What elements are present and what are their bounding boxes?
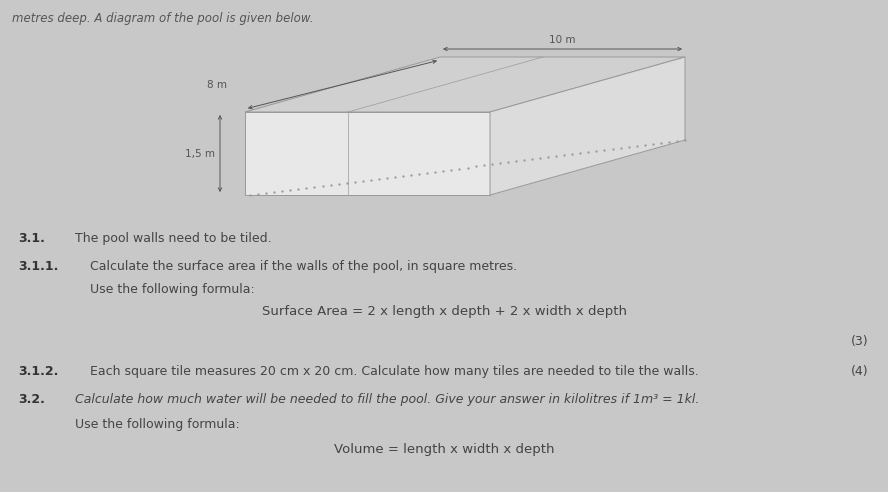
- Polygon shape: [245, 112, 490, 195]
- Text: (3): (3): [851, 335, 868, 348]
- Text: (4): (4): [851, 365, 868, 378]
- Text: 10 m: 10 m: [550, 35, 575, 45]
- Polygon shape: [490, 57, 685, 195]
- Text: 3.1.: 3.1.: [18, 232, 45, 245]
- Text: 3.1.2.: 3.1.2.: [18, 365, 59, 378]
- Text: metres deep. A diagram of the pool is given below.: metres deep. A diagram of the pool is gi…: [12, 12, 313, 25]
- Polygon shape: [245, 57, 685, 112]
- Text: 3.1.1.: 3.1.1.: [18, 260, 59, 273]
- Text: Surface Area = 2 x length x depth + 2 x width x depth: Surface Area = 2 x length x depth + 2 x …: [261, 305, 627, 318]
- Text: Each square tile measures 20 cm x 20 cm. Calculate how many tiles are needed to : Each square tile measures 20 cm x 20 cm.…: [90, 365, 699, 378]
- Text: 3.2.: 3.2.: [18, 393, 45, 406]
- Text: Use the following formula:: Use the following formula:: [90, 283, 255, 296]
- Text: Calculate the surface area if the walls of the pool, in square metres.: Calculate the surface area if the walls …: [90, 260, 517, 273]
- Text: Volume = length x width x depth: Volume = length x width x depth: [334, 443, 554, 456]
- Text: Calculate how much water will be needed to fill the pool. Give your answer in ki: Calculate how much water will be needed …: [75, 393, 700, 406]
- Text: 1,5 m: 1,5 m: [185, 149, 215, 158]
- Text: Use the following formula:: Use the following formula:: [75, 418, 240, 431]
- Text: 8 m: 8 m: [207, 80, 227, 90]
- Text: The pool walls need to be tiled.: The pool walls need to be tiled.: [75, 232, 272, 245]
